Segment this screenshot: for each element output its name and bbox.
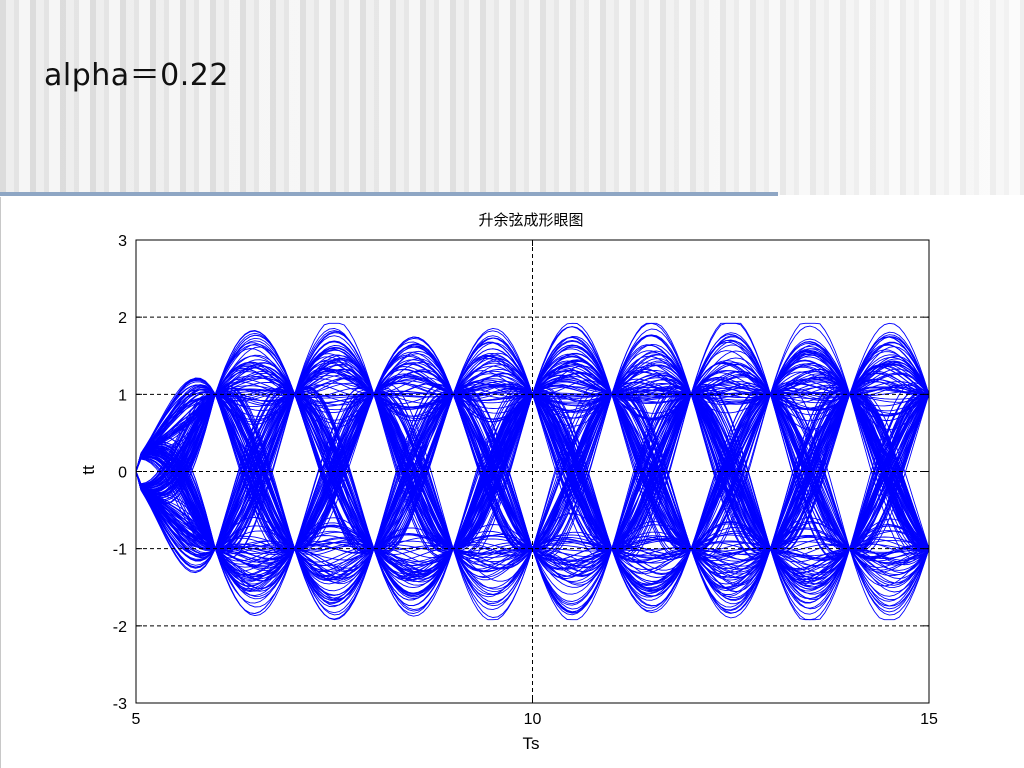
chart-title: 升余弦成形眼图 (478, 211, 583, 229)
slide-title: alpha＝0.22 (44, 58, 229, 93)
y-tick-label: -3 (113, 696, 127, 713)
x-tick-label: 15 (920, 711, 938, 728)
y-tick-label: -1 (113, 542, 127, 559)
y-tick-label: 3 (118, 233, 127, 250)
x-axis-label: Ts (523, 734, 540, 753)
chart-grid (136, 240, 929, 703)
y-tick-label: 1 (118, 387, 127, 404)
x-tick-label: 5 (132, 711, 141, 728)
y-tick-label: -2 (113, 619, 127, 636)
x-tick-label: 10 (524, 711, 542, 728)
title-divider (0, 192, 778, 196)
y-axis-label: tt (79, 465, 98, 475)
eye-diagram-figure: 3 2 1 0 -1 -2 -3 5 10 15 升余弦成形眼图 Ts tt (0, 197, 1024, 768)
y-tick-label: 0 (118, 465, 127, 482)
y-tick-label: 2 (118, 310, 127, 327)
header-stripe-background (0, 0, 1024, 195)
